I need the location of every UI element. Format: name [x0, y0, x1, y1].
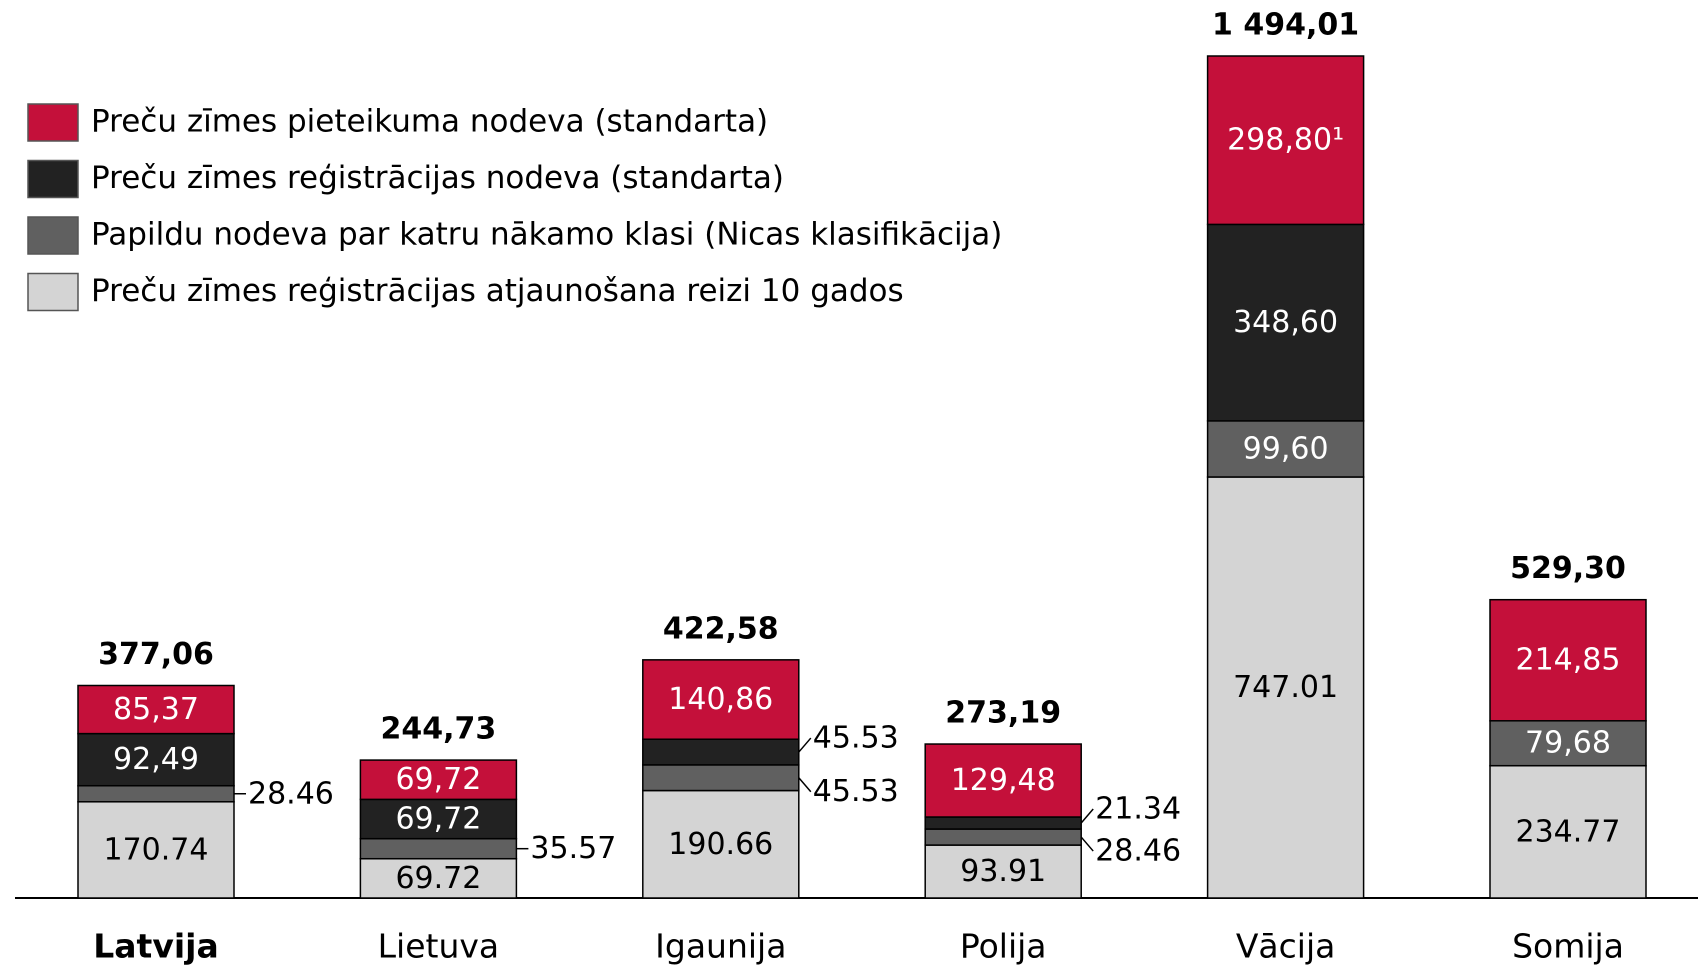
- value-label: 170.74: [104, 832, 209, 867]
- legend-label: Preču zīmes reģistrācijas nodeva (standa…: [91, 160, 784, 196]
- legend-swatch: [27, 159, 79, 199]
- total-label: 422,58: [663, 611, 779, 646]
- bar-segment: [359, 837, 518, 860]
- bar-segment: [642, 659, 800, 740]
- value-label: 92,49: [113, 742, 199, 777]
- bar-segment: [642, 764, 800, 792]
- value-label: 28.46: [1095, 834, 1181, 869]
- bar-segment: [1489, 720, 1647, 767]
- leader-line: [1080, 808, 1094, 824]
- value-label: 129,48: [951, 763, 1056, 798]
- category-label: Somija: [1512, 927, 1624, 966]
- bar-segment: [924, 816, 1082, 830]
- value-label: 79,68: [1525, 726, 1611, 761]
- category-label: Igaunija: [655, 927, 786, 966]
- total-label: 244,73: [381, 712, 497, 747]
- legend-label: Preču zīmes reģistrācijas atjaunošana re…: [91, 273, 904, 309]
- value-label: 747.01: [1233, 670, 1338, 705]
- value-label: 348,60: [1233, 305, 1338, 340]
- bar-segment: [1206, 55, 1365, 226]
- leader-line: [798, 777, 812, 793]
- value-label: 35.57: [530, 831, 616, 866]
- value-label: 69.72: [395, 861, 481, 896]
- bar-segment: [1489, 764, 1647, 899]
- bar-segment: [77, 684, 235, 735]
- bar-segment: [1206, 223, 1365, 422]
- legend-label: Preču zīmes pieteikuma nodeva (standarta…: [91, 104, 768, 140]
- value-label: 28.46: [248, 776, 334, 811]
- bar-segment: [642, 738, 800, 766]
- bar-segment: [1206, 420, 1365, 478]
- bar-segment: [77, 784, 235, 803]
- value-label: 45.53: [813, 721, 899, 756]
- bar-segment: [77, 732, 235, 787]
- legend-swatch: [27, 272, 79, 312]
- legend-swatch: [27, 103, 79, 142]
- total-label: 1 494,01: [1212, 8, 1359, 43]
- value-label: 85,37: [113, 692, 199, 727]
- total-label: 529,30: [1510, 551, 1626, 586]
- value-label: 140,86: [668, 682, 773, 717]
- category-label: Latvija: [93, 927, 218, 966]
- value-label: 214,85: [1516, 643, 1621, 678]
- bar-segment: [359, 857, 518, 899]
- value-label: 45.53: [813, 774, 899, 809]
- bar-segment: [1206, 476, 1365, 899]
- bar-segment: [924, 743, 1082, 818]
- value-label: 190.66: [668, 827, 773, 862]
- bar-segment: [642, 789, 800, 899]
- category-label: Lietuva: [378, 927, 499, 966]
- value-label: 69,72: [395, 802, 481, 837]
- bar-segment: [924, 844, 1082, 899]
- value-label: 69,72: [395, 762, 481, 797]
- total-label: 377,06: [98, 637, 214, 672]
- value-label: 234.77: [1516, 814, 1621, 849]
- legend-swatch: [27, 216, 79, 255]
- value-label: 298,80¹: [1227, 123, 1344, 158]
- value-label: 93.91: [960, 854, 1046, 889]
- bar-segment: [1489, 598, 1647, 722]
- category-label: Polija: [960, 927, 1047, 966]
- value-label: 99,60: [1243, 431, 1329, 466]
- bar-segment: [359, 759, 518, 801]
- leader-line: [1080, 836, 1094, 852]
- value-label: 21.34: [1095, 792, 1181, 827]
- legend-label: Papildu nodeva par katru nākamo klasi (N…: [91, 217, 1002, 253]
- bar-segment: [924, 828, 1082, 846]
- category-label: Vācija: [1236, 927, 1336, 966]
- leader-line: [798, 737, 812, 753]
- total-label: 273,19: [945, 696, 1061, 731]
- bar-segment: [77, 801, 235, 899]
